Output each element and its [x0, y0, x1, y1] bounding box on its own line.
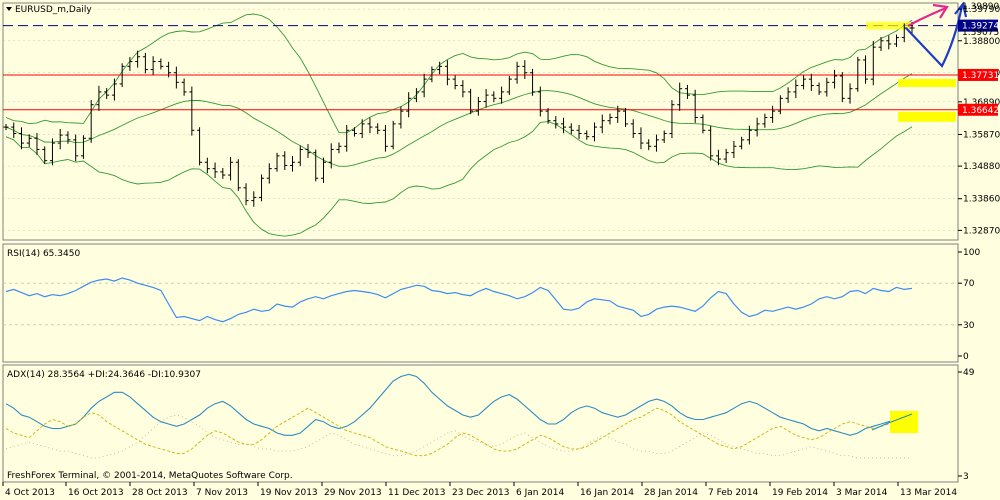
highlight-box-top — [866, 21, 910, 30]
drawn-arrows[interactable] — [905, 1, 968, 68]
ohlc-bars — [3, 21, 915, 207]
adx-minus-di-line — [5, 414, 912, 459]
time-axis: 4 Oct 2013 16 Oct 2013 28 Oct 2013 7 Nov 20… — [2, 482, 957, 498]
price-tick-label: 1.33860 — [963, 195, 1000, 205]
time-tick-label: 3 Mar 2014 — [836, 488, 888, 498]
rsi-title: RSI(14) 65.3450 — [7, 249, 80, 259]
rsi-line — [5, 277, 913, 323]
time-tick-label: 6 Jan 2014 — [516, 488, 564, 498]
pink-arrow-path — [907, 6, 947, 27]
time-tick-label: 11 Dec 2013 — [388, 488, 446, 498]
bollinger-bands — [5, 13, 913, 237]
price-tick-label: 1.34880 — [963, 162, 1000, 172]
time-tick-label: 19 Nov 2013 — [260, 488, 318, 498]
time-tick-label: 28 Oct 2013 — [132, 488, 188, 498]
price-label-text: 1.39890 — [962, 2, 999, 12]
adx-tick-label: 49 — [963, 368, 975, 378]
price-label-box — [958, 103, 998, 116]
adx-highlight — [871, 411, 918, 433]
price-label-box — [958, 19, 998, 32]
price-tick-label: 1.35870 — [963, 130, 1000, 140]
time-tick-label: 28 Jan 2014 — [644, 488, 698, 498]
highlight-box-lower — [898, 111, 956, 122]
price-label-box — [958, 68, 998, 81]
rsi-tick-label: 30 — [963, 321, 975, 331]
adx-title: ADX(14) 28.3564 +DI:24.3646 -DI:10.9307 — [7, 370, 201, 380]
dropdown-triangle-icon[interactable] — [6, 7, 12, 11]
rsi-polyline — [5, 277, 913, 323]
bollinger-upper — [5, 13, 913, 134]
highlight-box-upper — [898, 78, 956, 87]
price-label-text: 1.39075 — [962, 28, 999, 38]
price-tick-label: 1.38800 — [963, 37, 1000, 47]
adx-main-line — [5, 373, 912, 436]
time-tick-label: 29 Nov 2013 — [324, 488, 382, 498]
price-tick-label: 1.32870 — [963, 226, 1000, 236]
adx-panel-frame — [2, 364, 959, 483]
pink-arrowhead-icon — [932, 3, 949, 19]
time-tick-label: 19 Feb 2014 — [772, 488, 828, 498]
time-tick-label: 23 Dec 2013 — [452, 488, 510, 498]
bollinger-lower — [5, 121, 913, 237]
price-panel-frame — [2, 2, 959, 241]
rsi-tick-label: 0 — [963, 352, 969, 362]
time-tick-label: 4 Oct 2013 — [5, 488, 55, 498]
blue-arrowhead-icon — [954, 1, 968, 18]
price-tick-label: 1.36890 — [963, 98, 1000, 108]
price-tick-label: 1.39790 — [963, 5, 1000, 15]
adx-tick-label: 3 — [963, 472, 969, 482]
time-tick-label: 7 Nov 2013 — [196, 488, 248, 498]
time-tick-label: 7 Feb 2014 — [708, 488, 759, 498]
rsi-panel-frame — [2, 243, 959, 363]
adx-plus-di-line — [5, 407, 912, 457]
rsi-tick-label: 100 — [963, 248, 980, 258]
time-tick-label: 16 Jan 2014 — [580, 488, 634, 498]
price-label-text: 1.36642 — [962, 106, 999, 116]
chart-title: EURUSD_m,Daily — [15, 5, 92, 15]
blue-arrow-path — [905, 5, 964, 68]
rsi-tick-label: 70 — [963, 279, 975, 289]
price-label-text: 1.39274 — [962, 22, 999, 32]
price-axis: 1.397901.388001.378001.368901.358701.348… — [958, 5, 1000, 236]
adx-lines — [5, 373, 912, 459]
footer-copyright: FreshForex Terminal, © 2001-2014, MetaQu… — [7, 471, 293, 481]
price-grid — [3, 8, 958, 231]
bollinger-middle — [5, 73, 913, 167]
rsi-levels — [3, 282, 958, 326]
adx-axis: 49 3 — [958, 368, 975, 482]
horizontal-levels[interactable] — [3, 25, 958, 111]
adx-highlight-line — [871, 413, 913, 431]
time-tick-label: 13 Mar 2014 — [900, 488, 957, 498]
yellow-highlights — [866, 21, 956, 122]
time-tick-label: 16 Oct 2013 — [68, 488, 124, 498]
adx-highlight-box — [890, 411, 918, 433]
price-label-text: 1.37731 — [962, 71, 999, 81]
rsi-axis: 100 70 30 0 — [958, 248, 980, 362]
